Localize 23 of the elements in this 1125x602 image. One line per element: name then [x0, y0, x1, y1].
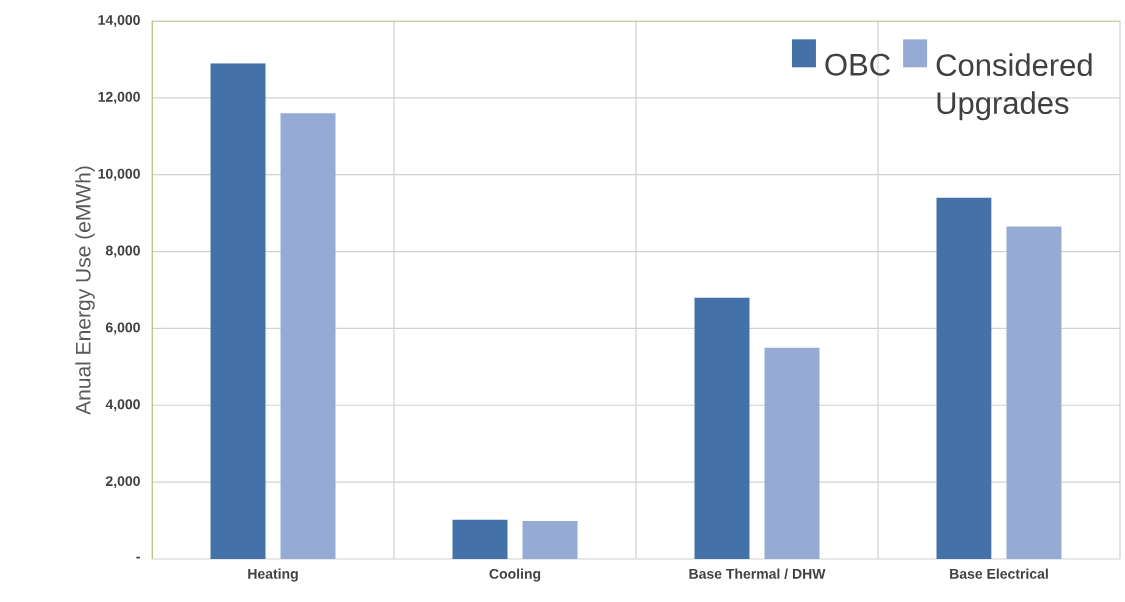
- x-tick-label: Base Thermal / DHW: [689, 568, 826, 579]
- legend-label: Considered Upgrades: [936, 53, 1092, 121]
- y-tick-label: 8,000: [105, 245, 140, 258]
- y-tick-label: 6,000: [105, 322, 140, 335]
- y-tick-label: 2,000: [105, 476, 140, 489]
- x-tick-label: Base Electrical: [950, 568, 1048, 579]
- x-tick-label: Cooling: [489, 568, 541, 582]
- y-tick-label: -: [136, 556, 140, 559]
- bar: [452, 519, 508, 559]
- y-tick-label: 4,000: [105, 399, 140, 412]
- bar: [280, 113, 336, 559]
- legend-label: OBC: [825, 53, 890, 76]
- y-tick-label: 10,000: [98, 168, 140, 181]
- bar: [522, 520, 578, 559]
- bar: [694, 297, 750, 559]
- y-axis-title: Anual Energy Use (eMWh): [75, 166, 95, 415]
- y-tick-label: 12,000: [98, 91, 140, 104]
- x-tick-label: Heating: [248, 568, 298, 582]
- bar: [1006, 226, 1062, 559]
- bar: [210, 63, 266, 559]
- y-tick-label: 14,000: [98, 15, 140, 27]
- bar: [936, 197, 992, 559]
- bar: [764, 347, 820, 559]
